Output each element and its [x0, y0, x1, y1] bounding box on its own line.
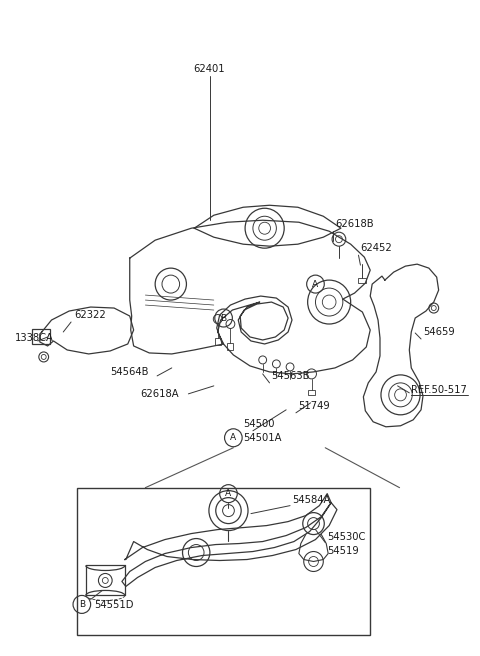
Text: 62401: 62401	[193, 64, 225, 73]
Bar	[359, 278, 366, 283]
Text: B: B	[220, 314, 227, 323]
Text: 54500: 54500	[243, 419, 275, 429]
Text: 62322: 62322	[74, 310, 106, 320]
Text: A: A	[226, 489, 231, 498]
Text: 62618B: 62618B	[335, 219, 373, 229]
Text: 54551D: 54551D	[95, 600, 134, 611]
Bar	[308, 390, 315, 395]
Text: 54584A: 54584A	[292, 495, 330, 504]
Text: 54501A: 54501A	[243, 433, 282, 443]
Text: 54659: 54659	[423, 327, 455, 337]
Text: 62618A: 62618A	[141, 389, 179, 399]
Text: A: A	[312, 279, 319, 289]
Text: 62452: 62452	[360, 243, 392, 253]
Bar	[215, 338, 221, 345]
Bar	[32, 329, 49, 344]
Text: B: B	[79, 600, 85, 609]
Text: 51749: 51749	[298, 401, 330, 411]
Text: 54563B: 54563B	[272, 371, 310, 381]
Text: 54519: 54519	[327, 546, 359, 556]
Text: A: A	[230, 433, 237, 442]
Text: 54530C: 54530C	[327, 531, 366, 542]
Bar	[77, 487, 370, 636]
Text: 1338CA: 1338CA	[14, 333, 53, 343]
Bar	[228, 343, 233, 350]
Text: 54564B: 54564B	[110, 367, 149, 377]
Text: REF.50-517: REF.50-517	[411, 385, 467, 395]
